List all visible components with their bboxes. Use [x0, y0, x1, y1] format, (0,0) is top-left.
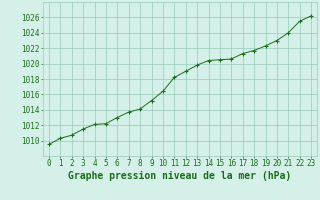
X-axis label: Graphe pression niveau de la mer (hPa): Graphe pression niveau de la mer (hPa) [68, 171, 292, 181]
